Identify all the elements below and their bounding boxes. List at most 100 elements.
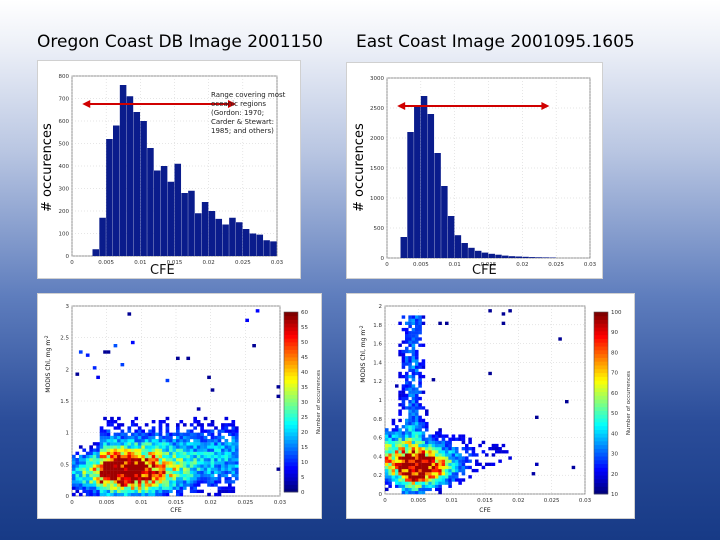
oregon-heatmap-cell xyxy=(99,467,104,471)
oregon-heatmap-cell xyxy=(151,426,156,430)
east-heatmap-ytick-label: 1.2 xyxy=(373,379,382,385)
oregon-heatmap-cell xyxy=(134,423,139,427)
oregon-heatmap-cell xyxy=(172,473,177,478)
oregon-heatmap-cell xyxy=(193,458,197,462)
east-heatmap-cell xyxy=(385,462,389,466)
east-heatmap-ytick-label: 1.4 xyxy=(373,360,382,366)
east-heatmap-cell xyxy=(441,456,446,460)
east-heatmap-cell xyxy=(401,387,406,391)
east-heatmap-cell xyxy=(481,450,486,454)
east-heatmap-cell xyxy=(385,456,389,460)
oregon-heatmap-cell xyxy=(137,473,142,478)
east-heatmap-xtick-label: 0 xyxy=(383,498,387,504)
oregon-heatmap-cell xyxy=(137,461,142,465)
oregon-heatmap-cell xyxy=(117,473,121,478)
oregon-heatmap-colorbar-step xyxy=(284,372,298,377)
east-hist-bar xyxy=(474,250,482,258)
oregon-heatmap-cell xyxy=(182,486,187,490)
east-heatmap-cell xyxy=(455,475,459,479)
east-heatmap-cell xyxy=(458,465,462,470)
oregon-heatmap-cell xyxy=(103,442,107,446)
east-heatmap-cell xyxy=(421,437,426,441)
oregon-heatmap-cell xyxy=(85,483,90,487)
east-heatmap-colorbar-tick: 70 xyxy=(611,371,618,377)
east-heatmap-cell xyxy=(388,450,392,454)
oregon-heatmap-cell xyxy=(169,470,173,475)
east-heatmap-cell xyxy=(461,434,466,438)
oregon-heatmap-cell xyxy=(165,416,170,421)
heatmap-oregon-chart: 00.511.522.530 0.005 0.01 0.015 0.02 0.025 0.0… xyxy=(44,304,322,514)
east-heatmap-cell xyxy=(401,484,406,488)
east-heatmap-cell xyxy=(438,456,442,460)
east-heatmap-cell xyxy=(421,440,426,445)
east-heatmap-cell xyxy=(415,403,419,407)
oregon-heatmap-colorbar-step xyxy=(284,368,298,373)
east-hist-bar xyxy=(400,237,407,258)
east-heatmap-cell xyxy=(415,478,419,482)
oregon-heatmap-cell xyxy=(148,445,152,449)
oregon-heatmap-cell xyxy=(165,461,170,465)
east-heatmap-cell xyxy=(461,456,466,460)
oregon-heatmap-colorbar-tick: 10 xyxy=(301,460,308,466)
east-heatmap-cell xyxy=(531,472,536,476)
oregon-heatmap-cell xyxy=(141,451,145,456)
east-heatmap-colorbar-step xyxy=(594,380,608,385)
oregon-heatmap-cell xyxy=(158,435,163,440)
oregon-heatmap-cell xyxy=(158,464,163,468)
oregon-heatmap-cell xyxy=(193,483,197,487)
east-heatmap-cell xyxy=(428,478,432,482)
oregon-heatmap-cell xyxy=(72,454,76,459)
east-heatmap-cell xyxy=(501,321,506,325)
oregon-heatmap-cell xyxy=(151,486,156,490)
east-heatmap-cell xyxy=(495,443,499,448)
oregon-heatmap-cell xyxy=(176,442,180,446)
east-heatmap-cell xyxy=(401,487,406,492)
oregon-heatmap-cell xyxy=(228,480,232,484)
east-heatmap-ytick-label: 0.2 xyxy=(373,473,382,479)
oregon-heatmap-cell xyxy=(144,435,149,440)
east-heatmap-cell xyxy=(408,390,412,394)
east-heatmap-cell xyxy=(455,472,459,476)
oregon-heatmap-cell xyxy=(89,473,93,478)
oregon-heatmap-cell xyxy=(89,458,93,462)
oregon-heatmap-cell xyxy=(144,451,149,456)
range-annotation-line: Carder & Stewart: xyxy=(211,118,274,126)
oregon-heatmap-cell xyxy=(113,448,118,452)
east-heatmap-cell xyxy=(451,465,456,470)
oregon-heatmap-cell xyxy=(214,458,218,462)
east-heatmap-xlabel: CFE xyxy=(479,507,491,514)
east-hist-bar xyxy=(515,256,523,258)
oregon-heatmap-cell xyxy=(144,442,149,446)
oregon-heatmap-cell xyxy=(176,492,180,497)
east-heatmap-cell xyxy=(415,368,419,372)
east-heatmap-cell xyxy=(411,321,416,325)
oregon-heatmap-cell xyxy=(134,442,139,446)
east-heatmap-cell xyxy=(475,459,479,463)
east-heatmap-cell xyxy=(411,343,416,347)
oregon-heatmap-cell xyxy=(221,486,225,490)
east-hist-bar xyxy=(481,252,489,258)
oregon-heatmap-cell xyxy=(103,350,107,354)
east-heatmap-cell xyxy=(421,472,426,476)
east-heatmap-cell xyxy=(425,443,429,448)
oregon-heatmap-colorbar-step xyxy=(284,462,298,467)
oregon-heatmap-colorbar-step xyxy=(284,484,298,489)
east-heatmap-cell xyxy=(455,450,459,454)
east-heatmap-cell xyxy=(415,443,419,448)
east-heatmap-cell xyxy=(418,403,422,407)
east-heatmap-cell xyxy=(405,481,409,485)
oregon-heatmap-cell xyxy=(106,439,111,443)
east-heatmap-cell xyxy=(398,390,402,394)
oregon-heatmap-cell xyxy=(165,378,170,383)
oregon-heatmap-cell xyxy=(141,477,145,481)
oregon-heatmap-cell xyxy=(224,477,229,481)
east-heatmap-cell xyxy=(455,462,459,466)
oregon-heatmap-cell xyxy=(217,489,222,494)
east-heatmap-colorbar-step xyxy=(594,399,608,404)
east-heatmap-cell xyxy=(418,337,422,341)
east-heatmap-colorbar-tick: 90 xyxy=(611,330,618,336)
east-hist-bar xyxy=(434,153,441,258)
oregon-hist-bar xyxy=(140,121,147,256)
oregon-heatmap-cell xyxy=(151,432,156,437)
east-heatmap-xtick-label: 0.02 xyxy=(512,498,524,504)
